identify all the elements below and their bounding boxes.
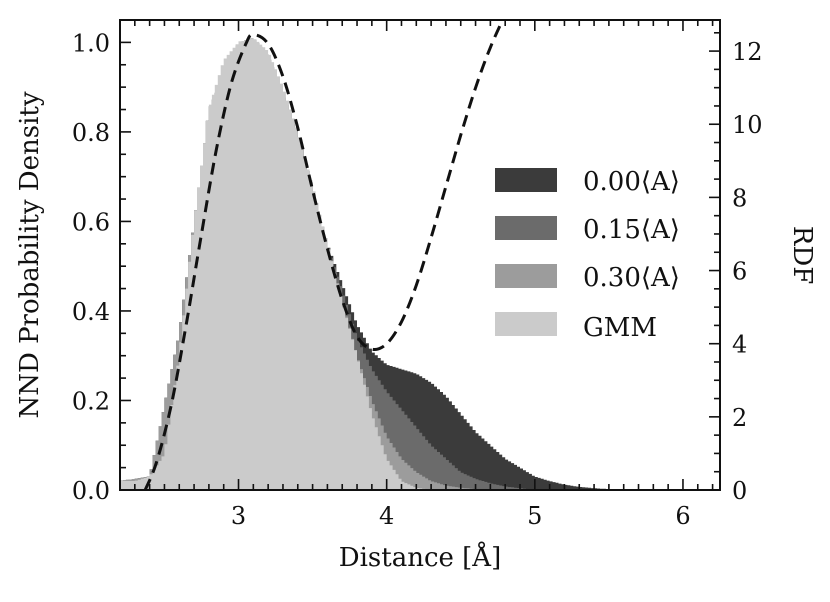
legend-label-3: GMM (583, 313, 657, 343)
y2-tick-label: 10 (732, 111, 763, 139)
legend-swatch-1 (495, 216, 557, 240)
y2-tick-label: 8 (732, 184, 747, 212)
x-axis-label: Distance [Å] (339, 541, 501, 573)
y2-tick-label: 6 (732, 258, 747, 286)
y-tick-label: 0.4 (72, 298, 110, 326)
y-tick-label: 0.2 (72, 387, 110, 415)
y-axis-label: NND Probability Density (15, 91, 45, 418)
legend-label-0: 0.00⟨A⟩ (583, 167, 680, 197)
x-tick-label: 3 (231, 502, 246, 530)
rdf-series-line (143, 20, 505, 490)
y2-tick-label: 4 (732, 331, 747, 359)
legend: 0.00⟨A⟩ 0.15⟨A⟩ 0.30⟨A⟩ GMM (495, 167, 680, 343)
y2-tick-label: 2 (732, 404, 747, 432)
histogram-series-3 (120, 38, 432, 490)
legend-label-1: 0.15⟨A⟩ (583, 215, 680, 245)
x-tick-label: 6 (675, 502, 690, 530)
x-tick-label: 4 (379, 502, 394, 530)
y2-tick-label: 0 (732, 477, 747, 505)
legend-swatch-0 (495, 168, 557, 192)
ticks-layer: 3 4 5 6 0.0 0.2 0.4 0.6 0.8 1.0 0 2 4 6 8 10 12 (72, 20, 763, 530)
y-tick-label: 0.0 (72, 477, 110, 505)
y2-tick-label: 12 (732, 38, 763, 66)
legend-swatch-2 (495, 264, 557, 288)
y2-axis-label: RDF (787, 226, 817, 284)
y-tick-label: 1.0 (72, 29, 110, 57)
y-tick-label: 0.6 (72, 208, 110, 236)
legend-label-2: 0.30⟨A⟩ (583, 263, 680, 293)
x-tick-label: 5 (527, 502, 542, 530)
legend-swatch-3 (495, 312, 557, 336)
series-layer (120, 38, 624, 490)
plot-frame (119, 19, 721, 491)
y-tick-label: 0.8 (72, 119, 110, 147)
